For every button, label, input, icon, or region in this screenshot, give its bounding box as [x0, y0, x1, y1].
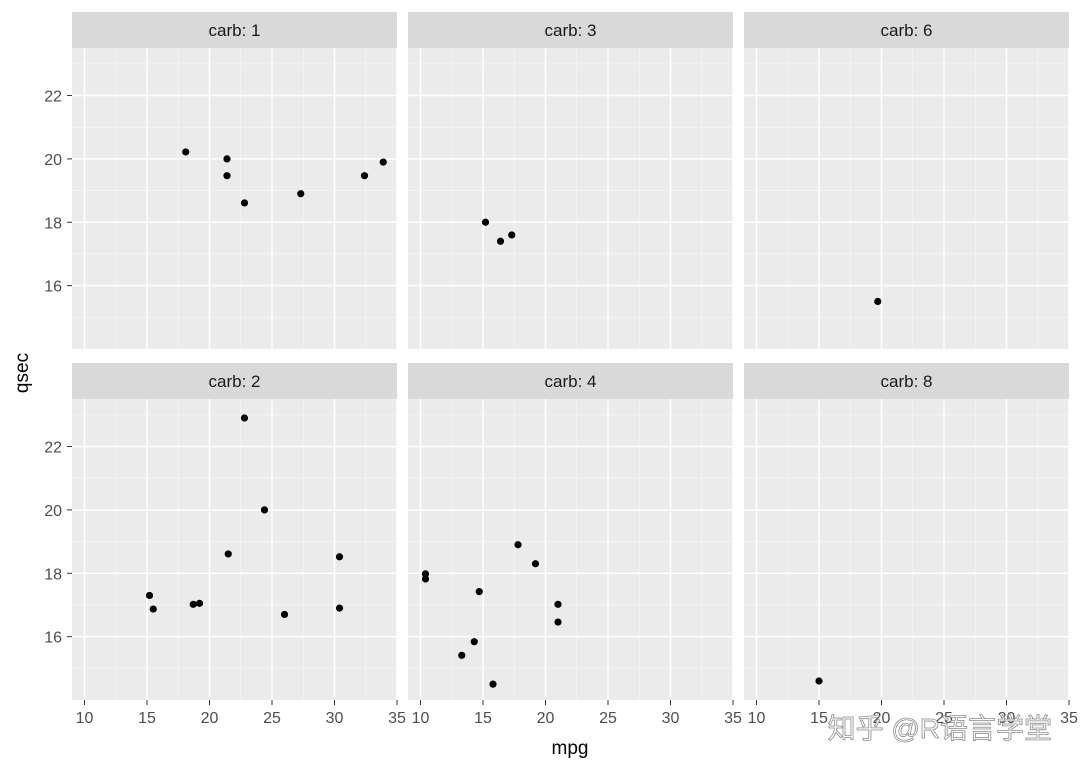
x-tick-label: 25: [935, 710, 953, 727]
data-point: [360, 172, 369, 180]
facet-strip: [744, 363, 1069, 399]
data-point: [195, 599, 204, 607]
facet-strip: [408, 12, 733, 48]
x-tick-label: 30: [998, 710, 1016, 727]
data-point: [189, 600, 197, 608]
facet-strip: [408, 363, 733, 399]
x-tick-label: 30: [662, 710, 680, 727]
data-point: [240, 199, 249, 207]
data-point: [260, 506, 269, 514]
data-point: [475, 588, 483, 596]
facet-panel: carb: 1: [72, 12, 398, 349]
data-point: [554, 600, 562, 608]
facet-panels: carb: 1 carb: 3 carb: 6 carb: 2 carb: 4 carb:…: [72, 12, 1070, 700]
facet-strip: [72, 12, 397, 48]
data-point: [223, 155, 231, 163]
facet-strip-label: carb: 8: [881, 372, 933, 391]
y-tick-label: 20: [44, 152, 62, 169]
data-point: [514, 541, 522, 549]
data-point: [224, 550, 232, 558]
x-tick-label: 15: [810, 710, 828, 727]
panel-background: [72, 399, 397, 700]
x-tick-label: 35: [388, 710, 406, 727]
x-tick-label: 25: [599, 710, 617, 727]
data-point: [421, 575, 430, 583]
facet-panel: carb: 6: [744, 12, 1070, 349]
facet-strip-label: carb: 4: [545, 372, 597, 391]
watermark-text: 知乎 @R语言学堂: [828, 713, 1052, 744]
data-point: [489, 680, 497, 688]
data-point: [815, 677, 823, 685]
facet-panel: carb: 4: [408, 363, 734, 700]
data-point: [470, 638, 478, 646]
y-tick-label: 22: [44, 440, 62, 457]
panel-background: [408, 399, 733, 700]
x-tick-label: 20: [201, 710, 219, 727]
data-point: [508, 231, 516, 239]
axes: 16 18 20 22 16 18 20 22 10 15 20 25 30 35 10 15 20 25 30 35…: [44, 89, 1078, 727]
facet-strip-label: carb: 6: [881, 21, 933, 40]
x-tick-label: 30: [326, 710, 344, 727]
x-tick-label: 20: [873, 710, 891, 727]
facet-panel: carb: 2: [72, 363, 398, 700]
x-tick-label: 10: [76, 710, 94, 727]
data-point: [554, 618, 562, 626]
panel-background: [72, 48, 397, 349]
data-point: [481, 218, 490, 226]
facet-strip: [72, 363, 397, 399]
y-tick-label: 16: [44, 279, 62, 296]
data-point: [149, 605, 157, 613]
y-tick-label: 18: [44, 215, 62, 232]
panel-background: [744, 48, 1069, 349]
data-point: [531, 560, 540, 568]
x-tick-label: 35: [1060, 710, 1078, 727]
data-point: [421, 570, 430, 578]
data-point: [297, 190, 305, 198]
data-point: [874, 297, 882, 306]
panel-background: [744, 399, 1069, 700]
facet-strip-label: carb: 2: [209, 372, 261, 391]
facet-strip-label: carb: 1: [209, 21, 261, 40]
y-tick-label: 22: [44, 89, 62, 106]
data-point: [379, 158, 387, 166]
data-point: [335, 553, 344, 561]
x-tick-label: 15: [138, 710, 156, 727]
y-axis-title: qsec: [12, 353, 33, 393]
facet-panel: carb: 3: [408, 12, 734, 349]
facet-strip-label: carb: 3: [545, 21, 597, 40]
x-axis-title: mpg: [552, 738, 589, 759]
data-point: [145, 591, 154, 600]
facet-strip: [744, 12, 1069, 48]
facet-panel: carb: 8: [744, 363, 1070, 700]
data-point: [240, 414, 249, 422]
x-tick-label: 25: [263, 710, 281, 727]
x-tick-label: 20: [537, 710, 555, 727]
y-tick-label: 16: [44, 630, 62, 647]
x-tick-label: 10: [748, 710, 766, 727]
x-tick-label: 15: [474, 710, 492, 727]
data-point: [335, 604, 344, 612]
data-point: [496, 237, 505, 245]
data-point: [458, 651, 466, 659]
data-point: [182, 148, 190, 156]
data-point: [223, 172, 231, 180]
panel-background: [408, 48, 733, 349]
y-tick-label: 20: [44, 503, 62, 520]
x-tick-label: 35: [724, 710, 742, 727]
x-tick-label: 10: [412, 710, 430, 727]
y-tick-label: 18: [44, 566, 62, 583]
data-point: [280, 610, 289, 619]
